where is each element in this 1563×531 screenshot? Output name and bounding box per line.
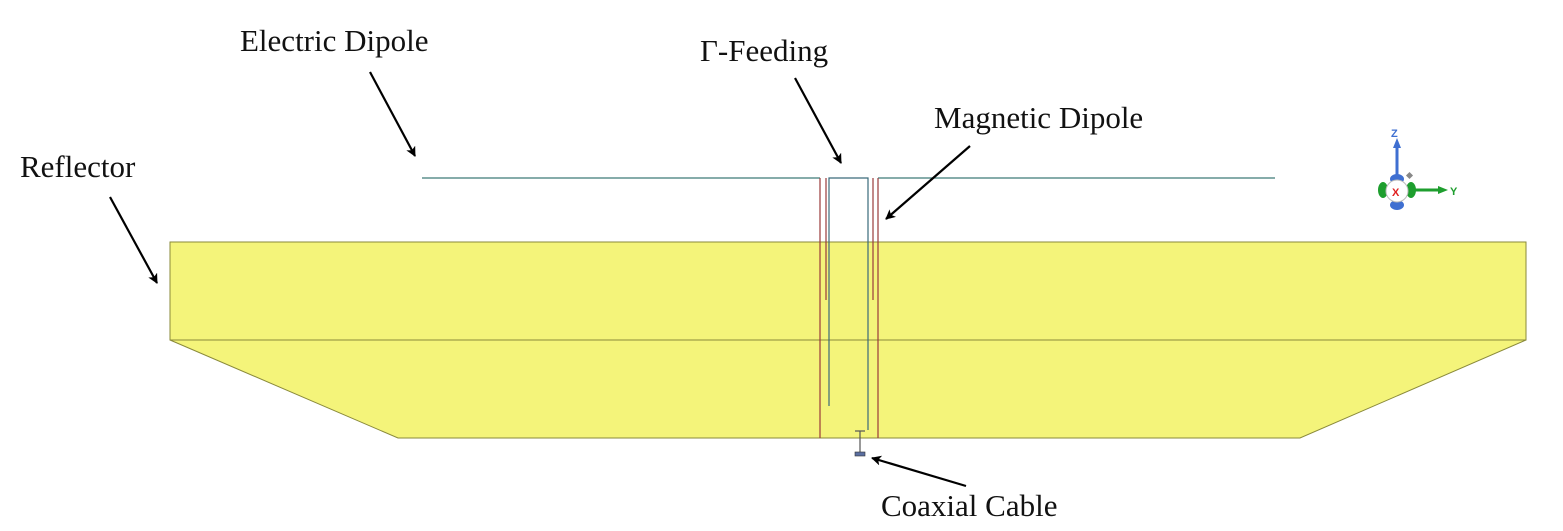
reflector-top-block [169, 241, 1527, 341]
gamma-feed-strip [828, 177, 869, 430]
triad-hub-left [1378, 182, 1388, 198]
coaxial-cable [854, 430, 866, 457]
orientation-triad: Z Y X [1378, 128, 1458, 210]
magnetic-dipole [819, 178, 879, 438]
magnetic-dipole-arrow [885, 145, 971, 220]
triad-hub-bottom [1390, 200, 1404, 210]
magnetic-dipole-label: Magnetic Dipole [934, 100, 1143, 135]
reflector [169, 241, 1527, 439]
coaxial-cable-label: Coaxial Cable [881, 488, 1057, 523]
electric-dipole-arrow [369, 71, 416, 157]
coaxial-cable-arrow [871, 455, 967, 488]
electric-dipole-label: Electric Dipole [240, 23, 429, 58]
reflector-trapezoid [169, 339, 1527, 439]
triad-corner-marker [1405, 171, 1414, 180]
y-axis-label: Y [1450, 186, 1458, 198]
reflector-label: Reflector [20, 149, 136, 184]
gamma-feeding [825, 177, 874, 430]
reflector-arrow [109, 196, 158, 284]
leader-arrows [109, 71, 971, 488]
gamma-feeding-arrow [794, 77, 842, 164]
gamma-feeding-label: Γ-Feeding [700, 33, 828, 68]
z-axis-label: Z [1391, 128, 1398, 140]
x-axis-label: X [1392, 187, 1400, 199]
z-axis-arrowhead [1393, 138, 1401, 148]
triad-hub-right [1406, 182, 1416, 198]
triad-hub-center [1385, 179, 1409, 203]
y-axis-arrowhead [1438, 186, 1448, 194]
